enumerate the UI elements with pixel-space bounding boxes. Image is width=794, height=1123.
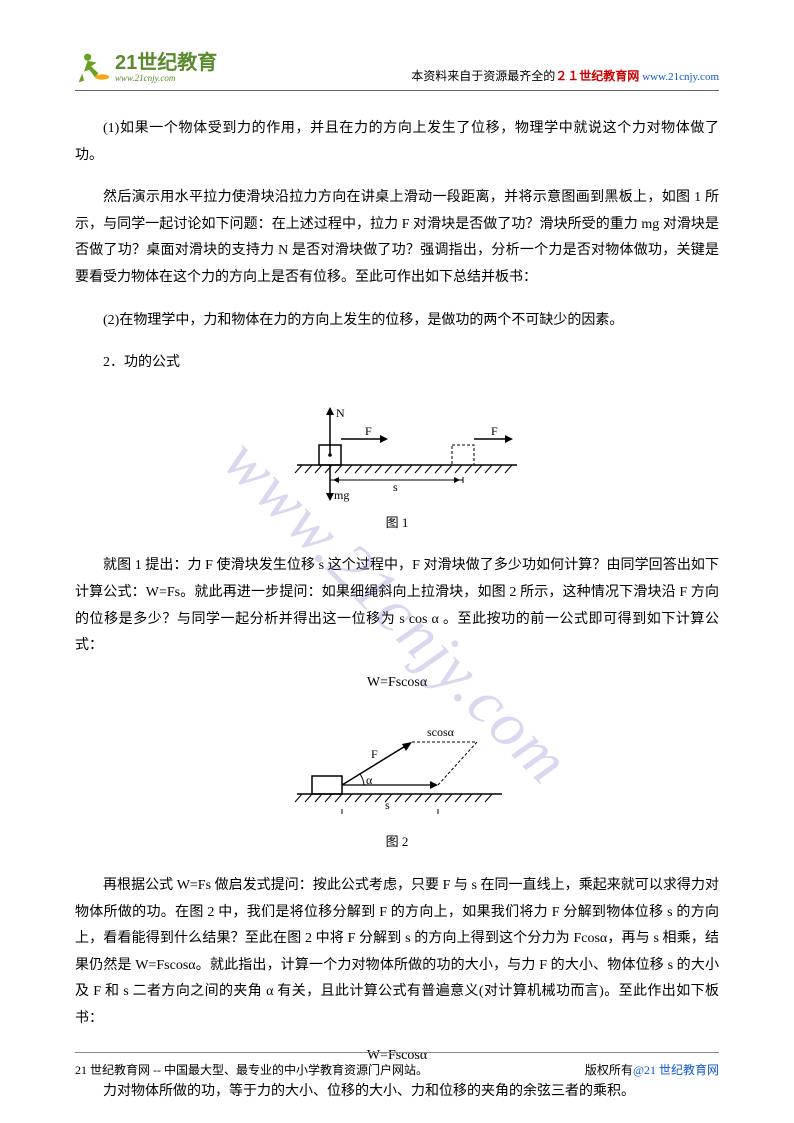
para-1: (1)如果一个物体受到力的作用，并且在力的方向上发生了位移，物理学中就说这个力对… (75, 116, 719, 169)
header-caption: 本资料来自于资源最齐全的２１世纪教育网 www.21cnjy.com (411, 67, 719, 86)
page-footer: 21 世纪教育网 -- 中国最大型、最专业的中小学教育资源门户网站。 版权所有@… (75, 1052, 719, 1078)
para-5: 就图 1 提出：力 F 使滑块发生位移 s 这个过程中，F 对滑块做了多少功如何… (75, 553, 719, 659)
content-area: www.21cnjy.com (1)如果一个物体受到力的作用，并且在力的方向上发… (75, 116, 719, 1106)
logo-icon (75, 50, 111, 86)
fig1-caption: 图 1 (75, 511, 719, 536)
para-4: 2．功的公式 (75, 350, 719, 377)
fig2-label-F: F (371, 747, 378, 761)
fig1-label-N: N (336, 406, 345, 420)
footer-left: 21 世纪教育网 -- 中国最大型、最专业的中小学教育资源门户网站。 (75, 1061, 428, 1078)
fig2-caption: 图 2 (75, 830, 719, 855)
footer-link[interactable]: @21 世纪教育网 (633, 1063, 719, 1077)
fig1-label-s: s (393, 480, 398, 494)
para-3: (2)在物理学中，力和物体在力的方向上发生的位移，是做功的两个不可缺少的因素。 (75, 308, 719, 335)
header-caption-red: ２１世纪教育网 (555, 69, 639, 83)
header-caption-prefix: 本资料来自于资源最齐全的 (411, 69, 555, 83)
fig1-label-F: F (365, 424, 372, 438)
header-caption-link[interactable]: www.21cnjy.com (642, 71, 719, 83)
fig2-label-scos: scosα (427, 725, 455, 739)
figure-2: F α scosα s 图 2 (75, 714, 719, 855)
para-7: 力对物体所做的功，等于力的大小、位移的大小、力和位移的夹角的余弦三者的乘积。 (75, 1079, 719, 1106)
fig2-label-s: s (385, 798, 390, 812)
logo-sub-text: www.21cnjy.com (115, 73, 217, 83)
footer-right: 版权所有@21 世纪教育网 (585, 1061, 719, 1078)
page-header: 21世纪教育 www.21cnjy.com 本资料来自于资源最齐全的２１世纪教育… (75, 50, 719, 91)
fig1-label-F2: F (491, 424, 498, 438)
logo-main-text: 21世纪教育 (115, 53, 217, 73)
fig1-label-mg: mg (334, 488, 349, 502)
para-6: 再根据公式 W=Fs 做启发式提问：按此公式考虑，只要 F 与 s 在同一直线上… (75, 873, 719, 1033)
formula-1: W=Fscosα (75, 670, 719, 697)
para-2: 然后演示用水平拉力使滑块沿拉力方向在讲桌上滑动一段距离，并将示意图画到黑板上，如… (75, 185, 719, 291)
figure-1: N F mg F s 图 1 (75, 395, 719, 536)
logo: 21世纪教育 www.21cnjy.com (75, 50, 217, 86)
